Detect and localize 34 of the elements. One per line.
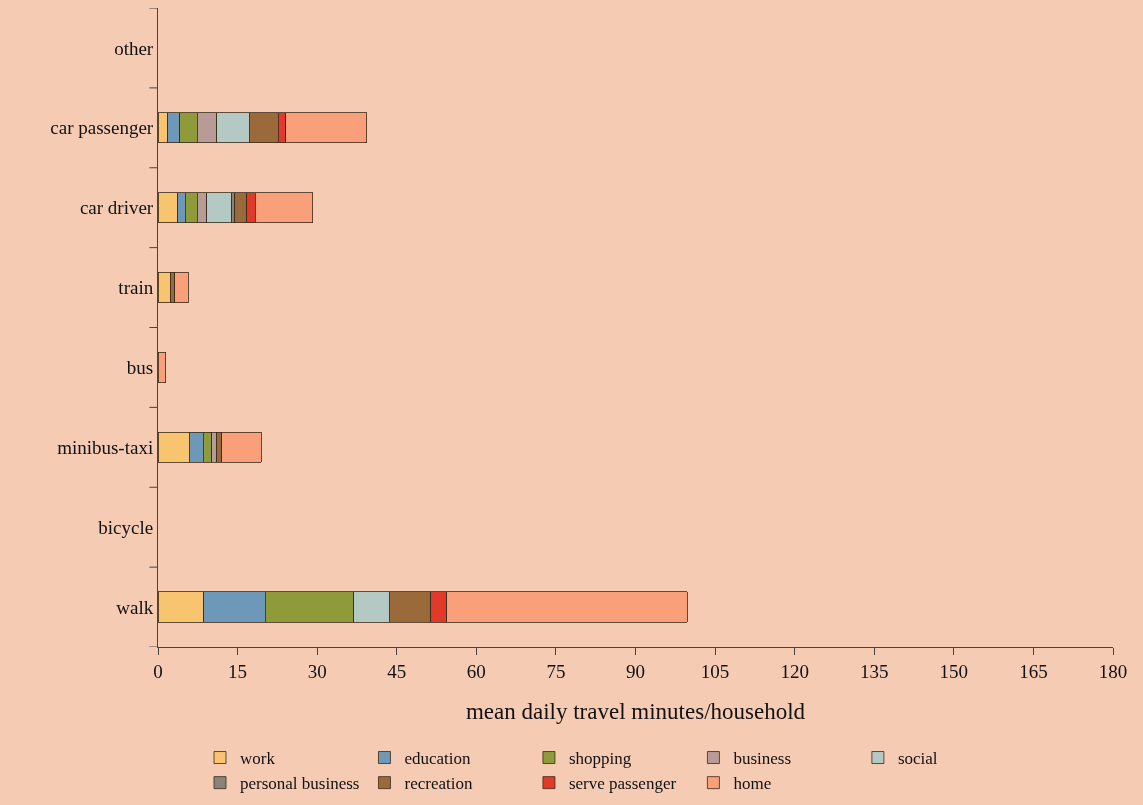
legend-label: education (404, 749, 472, 769)
y-tick-label: car passenger (50, 117, 154, 139)
legend-label: work (240, 749, 276, 769)
bar (158, 271, 172, 304)
x-tick-label: 30 (307, 660, 327, 682)
x-tick-label: 75 (546, 660, 566, 682)
x-tick-label: 45 (387, 660, 407, 682)
x-tick-label: 180 (1098, 660, 1128, 682)
bar (174, 271, 189, 304)
x-tick-label: 60 (466, 660, 486, 682)
x-tick-label: 150 (939, 660, 969, 682)
legend-label: serve passenger (568, 774, 677, 794)
y-tick-label: car driver (79, 197, 154, 219)
y-tick-label: bicycle (98, 516, 154, 538)
legend-label: home (733, 774, 772, 794)
x-tick-label: 0 (153, 660, 163, 682)
legend-label: personal business (240, 774, 360, 794)
legend-label: recreation (404, 774, 473, 794)
x-tick-label: 165 (1019, 660, 1048, 682)
y-tick-label: minibus-taxi (57, 436, 154, 458)
x-tick-label: 120 (780, 660, 809, 682)
legend-label: business (733, 749, 792, 769)
x-tick-label: 90 (626, 660, 645, 682)
y-tick-label: walk (116, 596, 154, 618)
x-tick-label: 135 (860, 660, 889, 682)
y-tick-label: other (114, 37, 154, 59)
x-tick-label: 105 (700, 660, 730, 682)
bar (158, 351, 167, 384)
x-axis-title: mean daily travel minutes/household (465, 699, 806, 725)
legend-label: social (897, 749, 938, 769)
legend-label: shopping (568, 749, 632, 769)
y-tick-label: bus (126, 357, 154, 379)
y-tick-label: train (118, 277, 154, 299)
x-tick-label: 15 (228, 660, 248, 682)
